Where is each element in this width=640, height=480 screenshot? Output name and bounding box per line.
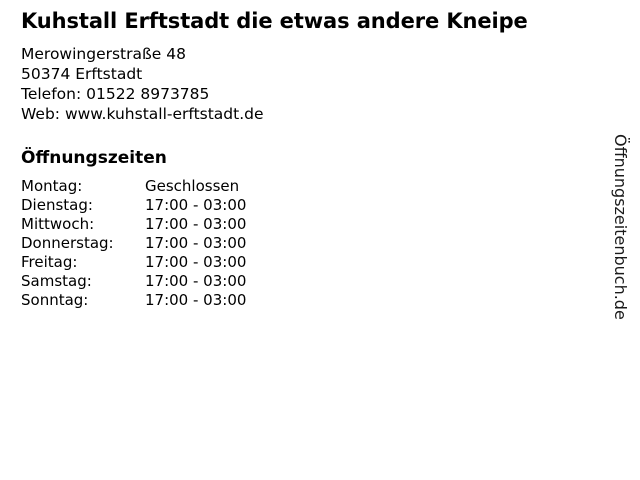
day-hours: Geschlossen — [145, 177, 240, 195]
day-label: Mittwoch: — [21, 215, 95, 233]
page-title: Kuhstall Erftstadt die etwas andere Knei… — [21, 9, 528, 33]
day-hours: 17:00 - 03:00 — [145, 215, 247, 233]
address-city: 50374 Erftstadt — [21, 65, 143, 83]
table-row: Donnerstag: 17:00 - 03:00 — [21, 234, 305, 253]
phone-line: Telefon: 01522 8973785 — [21, 85, 210, 103]
address-street: Merowingerstraße 48 — [21, 45, 186, 63]
day-label: Freitag: — [21, 253, 78, 271]
table-row: Montag: Geschlossen — [21, 177, 305, 196]
site-watermark: Öffnungszeitenbuch.de — [611, 134, 632, 334]
day-label: Sonntag: — [21, 291, 89, 309]
opening-hours-table: Montag: Geschlossen Dienstag: 17:00 - 03… — [21, 177, 305, 310]
day-hours: 17:00 - 03:00 — [145, 253, 247, 271]
day-hours: 17:00 - 03:00 — [145, 291, 247, 309]
day-hours: 17:00 - 03:00 — [145, 272, 247, 290]
day-label: Montag: — [21, 177, 83, 195]
address-block: Merowingerstraße 48 50374 Erftstadt Tele… — [21, 44, 581, 124]
table-row: Samstag: 17:00 - 03:00 — [21, 272, 305, 291]
day-label: Samstag: — [21, 272, 92, 290]
table-row: Mittwoch: 17:00 - 03:00 — [21, 215, 305, 234]
watermark-label: Öffnungszeitenbuch.de — [611, 134, 630, 320]
website-line: Web: www.kuhstall-erftstadt.de — [21, 105, 264, 123]
day-label: Donnerstag: — [21, 234, 114, 252]
table-row: Sonntag: 17:00 - 03:00 — [21, 291, 305, 310]
opening-hours-body: Montag: Geschlossen Dienstag: 17:00 - 03… — [21, 177, 305, 310]
day-hours: 17:00 - 03:00 — [145, 234, 247, 252]
day-hours: 17:00 - 03:00 — [145, 196, 247, 214]
day-label: Dienstag: — [21, 196, 93, 214]
table-row: Freitag: 17:00 - 03:00 — [21, 253, 305, 272]
opening-hours-heading: Öffnungszeiten — [21, 148, 167, 168]
table-row: Dienstag: 17:00 - 03:00 — [21, 196, 305, 215]
business-info-panel: Kuhstall Erftstadt die etwas andere Knei… — [21, 0, 581, 310]
